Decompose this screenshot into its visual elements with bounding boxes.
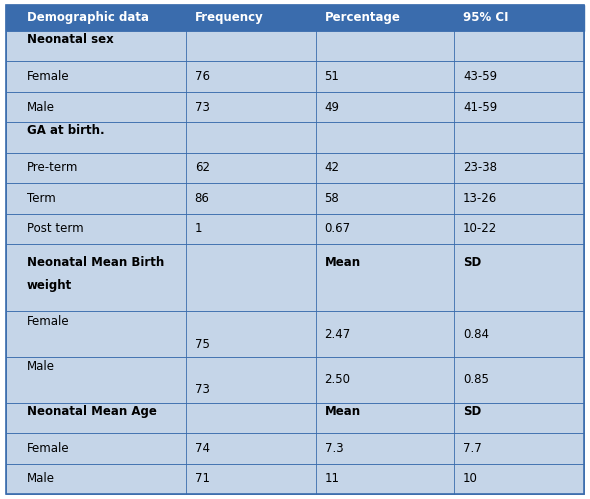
Text: Neonatal Mean Birth: Neonatal Mean Birth	[27, 256, 164, 269]
FancyBboxPatch shape	[6, 92, 584, 122]
Text: weight: weight	[27, 279, 72, 292]
FancyBboxPatch shape	[6, 357, 584, 403]
FancyBboxPatch shape	[6, 433, 584, 464]
Text: 42: 42	[324, 162, 339, 175]
FancyBboxPatch shape	[6, 403, 584, 433]
Text: 43-59: 43-59	[463, 70, 497, 83]
FancyBboxPatch shape	[6, 214, 584, 244]
FancyBboxPatch shape	[6, 183, 584, 214]
FancyBboxPatch shape	[6, 122, 584, 153]
Text: 0.67: 0.67	[324, 223, 350, 236]
Text: 71: 71	[195, 472, 209, 485]
Text: SD: SD	[463, 405, 481, 418]
Text: Term: Term	[27, 192, 55, 205]
Text: 74: 74	[195, 442, 209, 455]
FancyBboxPatch shape	[6, 61, 584, 92]
Text: 7.7: 7.7	[463, 442, 482, 455]
Text: 62: 62	[195, 162, 209, 175]
Text: Percentage: Percentage	[324, 11, 401, 24]
FancyBboxPatch shape	[6, 464, 584, 494]
Text: Post term: Post term	[27, 223, 83, 236]
FancyBboxPatch shape	[6, 153, 584, 183]
Text: 73: 73	[195, 101, 209, 114]
Text: 51: 51	[324, 70, 339, 83]
Text: 2.50: 2.50	[324, 373, 350, 386]
Text: Pre-term: Pre-term	[27, 162, 78, 175]
Text: Mean: Mean	[324, 256, 360, 269]
Text: Male: Male	[27, 101, 54, 114]
Text: 95% CI: 95% CI	[463, 11, 509, 24]
Text: 41-59: 41-59	[463, 101, 497, 114]
Text: 23-38: 23-38	[463, 162, 497, 175]
Text: GA at birth.: GA at birth.	[27, 124, 104, 137]
Text: 10-22: 10-22	[463, 223, 497, 236]
Text: 73: 73	[195, 383, 209, 396]
Text: 76: 76	[195, 70, 209, 83]
Text: 0.84: 0.84	[463, 327, 489, 340]
Text: Neonatal Mean Age: Neonatal Mean Age	[27, 405, 156, 418]
Text: 11: 11	[324, 472, 339, 485]
Text: SD: SD	[463, 256, 481, 269]
Text: Frequency: Frequency	[195, 11, 264, 24]
Text: 49: 49	[324, 101, 339, 114]
FancyBboxPatch shape	[6, 244, 584, 311]
Text: 10: 10	[463, 472, 478, 485]
Text: Neonatal sex: Neonatal sex	[27, 33, 113, 46]
Text: 86: 86	[195, 192, 209, 205]
Text: 1: 1	[195, 223, 202, 236]
Text: 58: 58	[324, 192, 339, 205]
Text: Demographic data: Demographic data	[27, 11, 149, 24]
Text: 13-26: 13-26	[463, 192, 497, 205]
FancyBboxPatch shape	[6, 31, 584, 61]
Text: Female: Female	[27, 315, 69, 328]
Text: Female: Female	[27, 442, 69, 455]
Text: 75: 75	[195, 338, 209, 351]
Text: Male: Male	[27, 472, 54, 485]
FancyBboxPatch shape	[6, 311, 584, 357]
Text: 7.3: 7.3	[324, 442, 343, 455]
Text: Female: Female	[27, 70, 69, 83]
FancyBboxPatch shape	[6, 5, 584, 31]
Text: 2.47: 2.47	[324, 327, 350, 340]
Text: 0.85: 0.85	[463, 373, 489, 386]
Text: Male: Male	[27, 360, 54, 373]
Text: Mean: Mean	[324, 405, 360, 418]
